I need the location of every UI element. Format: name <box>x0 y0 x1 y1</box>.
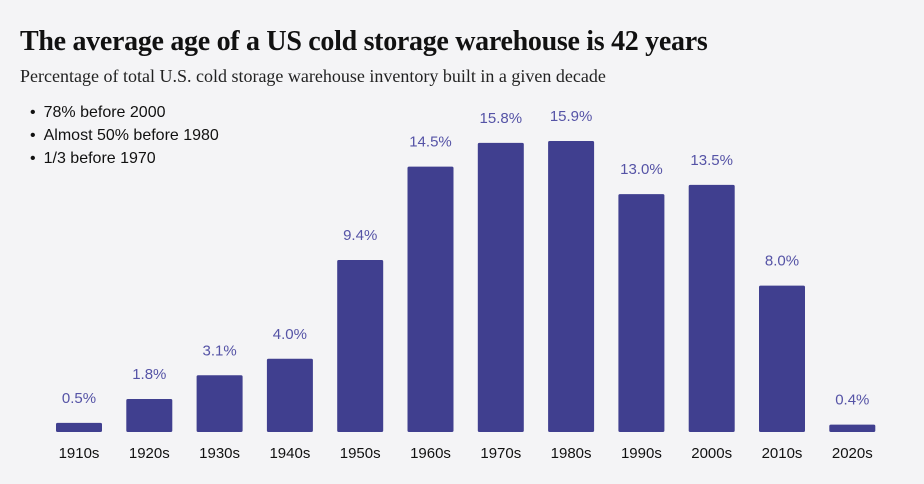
bar-1920s <box>126 399 173 432</box>
bar-1980s <box>548 141 595 432</box>
x-tick-label: 2010s <box>762 445 803 462</box>
x-tick-label: 2000s <box>691 445 732 462</box>
data-label: 3.1% <box>202 342 236 359</box>
annotation-item: 78% before 2000 <box>30 104 219 127</box>
x-tick-label: 1990s <box>621 445 662 462</box>
annotation-item: Almost 50% before 1980 <box>30 127 219 150</box>
x-tick-label: 1960s <box>410 445 451 462</box>
data-label: 15.9% <box>550 108 593 125</box>
bar-1960s <box>407 166 454 433</box>
annotation-item: 1/3 before 1970 <box>30 150 219 173</box>
x-tick-label: 1950s <box>340 445 381 462</box>
bar-2020s <box>829 424 876 432</box>
bar-1990s <box>618 194 665 432</box>
chart-title: The average age of a US cold storage war… <box>20 26 708 57</box>
bar-1910s <box>56 422 102 432</box>
data-label: 15.8% <box>480 110 523 127</box>
x-tick-label: 1980s <box>551 445 592 462</box>
data-label: 0.5% <box>62 390 96 407</box>
annotation-list: 78% before 2000 Almost 50% before 1980 1… <box>30 104 219 173</box>
data-label: 9.4% <box>343 227 377 244</box>
bar-2010s <box>759 285 805 432</box>
data-label: 13.5% <box>690 152 733 169</box>
x-tick-label: 1910s <box>59 445 100 462</box>
x-tick-label: 1930s <box>199 445 240 462</box>
chart-subtitle: Percentage of total U.S. cold storage wa… <box>20 66 606 86</box>
data-label: 4.0% <box>273 326 307 343</box>
bar-2000s <box>688 184 735 432</box>
bar-1970s <box>477 142 524 432</box>
data-label: 1.8% <box>132 366 166 383</box>
x-tick-label: 1920s <box>129 445 170 462</box>
data-label: 0.4% <box>835 392 869 409</box>
bar-1950s <box>337 259 384 432</box>
x-tick-label: 2020s <box>832 445 873 462</box>
x-tick-label: 1970s <box>480 445 521 462</box>
bar-1930s <box>196 375 243 432</box>
data-label: 14.5% <box>409 134 452 151</box>
x-tick-label: 1940s <box>269 445 310 462</box>
data-label: 8.0% <box>765 253 799 270</box>
data-label: 13.0% <box>620 161 663 178</box>
bar-1940s <box>266 358 313 432</box>
